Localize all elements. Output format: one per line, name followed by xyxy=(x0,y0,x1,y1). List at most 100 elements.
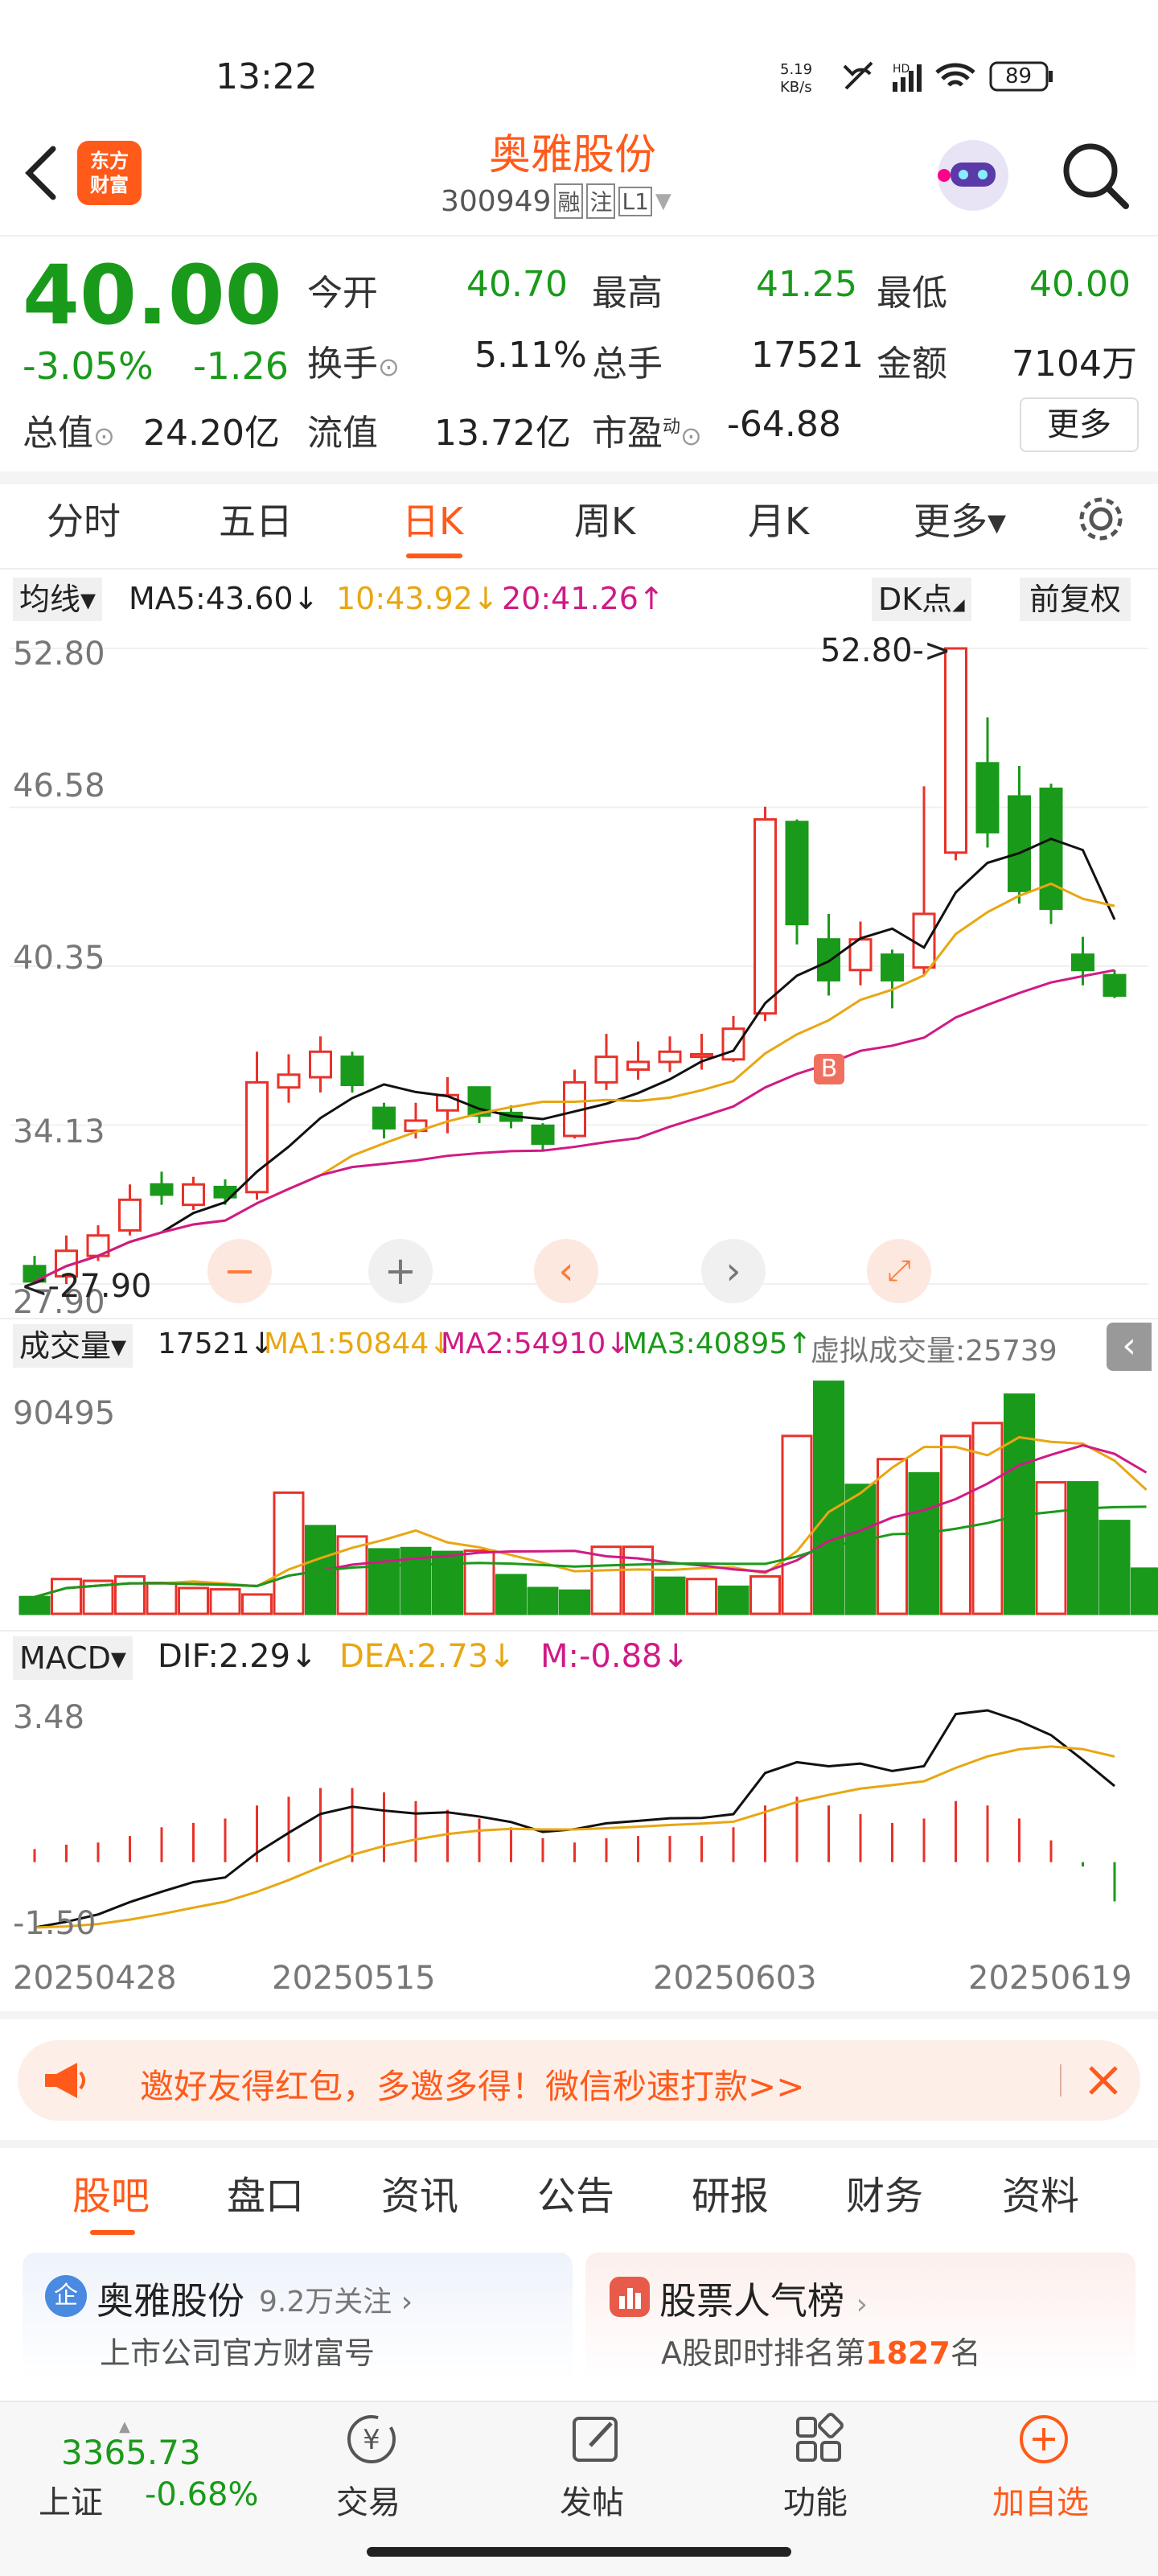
megaphone-icon xyxy=(42,2061,87,2100)
pan-left-button[interactable]: ‹ xyxy=(534,1239,598,1303)
candle-body xyxy=(342,1057,363,1085)
candle-body xyxy=(755,820,776,1014)
fullscreen-button[interactable]: ⤢ xyxy=(867,1239,931,1303)
candle-body xyxy=(786,822,807,924)
popularity-card-title: 股票人气榜 › xyxy=(659,2272,868,2325)
pan-right-button[interactable]: › xyxy=(701,1239,766,1303)
macd-chart[interactable]: 3.48 -1.50 xyxy=(0,1686,1158,1948)
subtab-news[interactable]: 资讯 xyxy=(381,2164,458,2220)
tab-intraday[interactable]: 分时 xyxy=(47,492,121,545)
y-label-3: 40.35 xyxy=(13,940,105,977)
candle-body xyxy=(247,1082,268,1191)
subtab-announcements[interactable]: 公告 xyxy=(537,2164,614,2220)
stock-name: 奥雅股份 xyxy=(489,121,656,181)
trade-label: 交易 xyxy=(336,2476,400,2523)
stock-code: 300949 xyxy=(441,185,551,218)
ma5-line xyxy=(35,839,1115,1282)
candle-body xyxy=(819,940,840,981)
candle-body xyxy=(1009,796,1030,891)
banner-close-button[interactable] xyxy=(1078,2055,1129,2106)
volume-value: 17521 xyxy=(751,335,864,376)
company-card-title: 奥雅股份 xyxy=(96,2272,244,2325)
add-watchlist-label: 加自选 xyxy=(992,2476,1089,2523)
volume-bar xyxy=(211,1590,240,1614)
macd-m: M:-0.88↓ xyxy=(540,1638,689,1675)
macd-select[interactable]: MACD▾ xyxy=(13,1636,133,1680)
popularity-card[interactable]: 股票人气榜 › A股即时排名第1827名 xyxy=(585,2253,1135,2381)
status-time: 13:22 xyxy=(216,56,318,97)
tab-monthly-k[interactable]: 月K xyxy=(748,492,809,545)
robot-assistant-icon[interactable] xyxy=(933,135,1013,216)
tab-weekly-k[interactable]: 周K xyxy=(574,492,635,545)
volume-bar xyxy=(147,1583,176,1614)
candle-body xyxy=(723,1029,744,1060)
tab-five-day[interactable]: 五日 xyxy=(219,492,293,545)
total-value-label: 总值⊙ xyxy=(23,404,115,455)
date-3: 20250603 xyxy=(653,1960,817,1997)
svg-text:HD: HD xyxy=(893,63,910,76)
y-label-4: 34.13 xyxy=(13,1113,105,1150)
macd-svg xyxy=(0,1686,1158,1948)
enterprise-badge-icon: 企 xyxy=(45,2275,87,2317)
volume-bar xyxy=(942,1436,971,1614)
buy-marker[interactable]: B xyxy=(814,1054,844,1084)
ma-select[interactable]: 均线▾ xyxy=(13,578,102,621)
volume-bar xyxy=(688,1579,717,1614)
promo-banner[interactable]: 邀好友得红包，多邀多得！微信秒速打款>> xyxy=(18,2040,1140,2121)
stock-code-row[interactable]: 300949 融 注 L1 ▼ xyxy=(441,183,671,219)
chevron-left-icon xyxy=(18,141,66,205)
date-2: 20250515 xyxy=(272,1960,436,1997)
svg-text:¥: ¥ xyxy=(363,2424,380,2456)
post-button[interactable]: 发帖 xyxy=(515,2410,676,2523)
change-amount: -1.26 xyxy=(193,344,289,388)
info-icon[interactable]: ⊙ xyxy=(680,421,702,451)
index-ticker[interactable]: ▲ 3365.73 上证 -0.68% xyxy=(32,2418,273,2531)
ma20-label: 20:41.26↑ xyxy=(502,581,664,616)
dk-button[interactable]: DK点◢ xyxy=(872,578,971,621)
volume-chart[interactable]: 90495 xyxy=(0,1372,1158,1630)
tab-daily-k[interactable]: 日K xyxy=(402,492,463,545)
subtab-finance[interactable]: 财务 xyxy=(846,2164,923,2220)
subtab-orderbook[interactable]: 盘口 xyxy=(227,2164,304,2220)
macd-y-min: -1.50 xyxy=(13,1905,96,1942)
info-icon[interactable]: ⊙ xyxy=(378,352,400,382)
adjust-button[interactable]: 前复权 xyxy=(1020,578,1131,621)
volume-bar xyxy=(179,1588,208,1614)
candle-body xyxy=(1104,975,1125,995)
home-indicator xyxy=(367,2547,791,2557)
function-button[interactable]: 功能 xyxy=(738,2410,899,2523)
vol-ma3: MA3:40895↑ xyxy=(622,1327,811,1360)
candle-body xyxy=(1073,955,1094,970)
trade-button[interactable]: ¥ 交易 xyxy=(291,2410,452,2523)
vol-current: 17521↓ xyxy=(158,1327,274,1360)
gear-icon xyxy=(1074,492,1127,545)
search-button[interactable] xyxy=(1055,135,1135,216)
promo-text: 邀好友得红包，多邀多得！微信秒速打款>> xyxy=(140,2060,804,2109)
info-icon[interactable]: ⊙ xyxy=(93,421,115,451)
date-4: 20250619 xyxy=(968,1960,1132,1997)
volume-bar xyxy=(116,1577,145,1614)
candle-body xyxy=(659,1051,680,1062)
search-icon xyxy=(1055,135,1135,216)
zoom-out-button[interactable]: − xyxy=(207,1239,272,1303)
zoom-in-button[interactable]: + xyxy=(368,1239,433,1303)
volume-bar xyxy=(528,1588,557,1614)
kline-chart[interactable]: 52.80 46.58 40.35 34.13 27.90 52.80-> <-… xyxy=(0,624,1158,1318)
tab-more[interactable]: 更多▾ xyxy=(914,492,1006,545)
svg-text:5.19: 5.19 xyxy=(780,61,812,78)
add-watchlist-button[interactable]: 加自选 xyxy=(963,2410,1124,2523)
chart-settings-button[interactable] xyxy=(1074,492,1127,545)
collapse-panel-button[interactable]: ‹ xyxy=(1107,1323,1152,1371)
candle-body xyxy=(374,1108,395,1128)
macd-y-max: 3.48 xyxy=(13,1699,84,1736)
subtab-profile[interactable]: 资料 xyxy=(1002,2164,1079,2220)
subtab-forum[interactable]: 股吧 xyxy=(72,2164,150,2220)
more-button[interactable]: 更多 xyxy=(1020,397,1139,452)
volume-bar xyxy=(1069,1483,1098,1614)
subtab-research[interactable]: 研报 xyxy=(692,2164,769,2220)
high-label: 最高 xyxy=(592,264,663,315)
company-account-card[interactable]: 企 奥雅股份 9.2万关注 › 上市公司官方财富号 xyxy=(23,2253,573,2381)
back-button[interactable] xyxy=(18,141,66,205)
volume-select[interactable]: 成交量▾ xyxy=(13,1324,133,1368)
candle-body xyxy=(914,914,934,968)
